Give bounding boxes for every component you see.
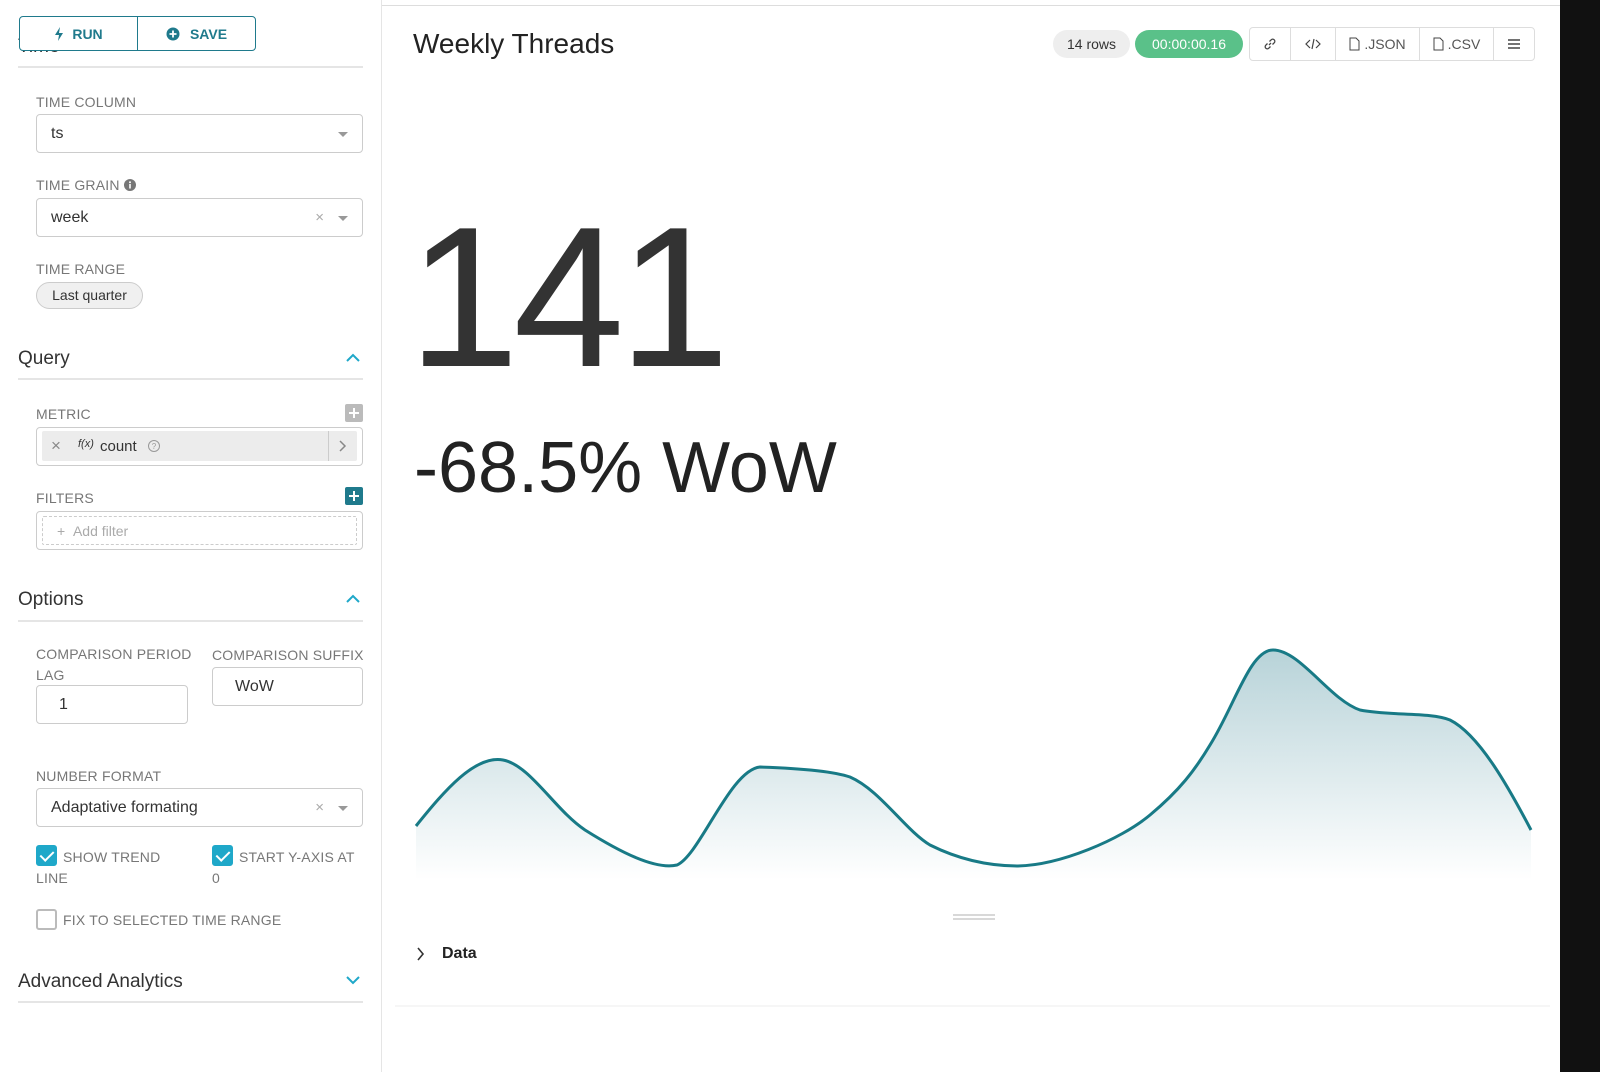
button-label: .JSON [1364,36,1406,52]
remove-icon[interactable]: × [51,436,61,455]
field-label: TIME RANGE [36,261,126,277]
section-title: Advanced Analytics [18,971,183,992]
divider [18,378,363,380]
window-edge [1560,0,1600,1072]
field-label: TIME GRAIN [36,177,136,193]
metric-pill[interactable]: × f(x) count ? [42,431,357,461]
select[interactable]: Adaptative formating × [36,788,363,827]
clear-icon[interactable]: × [315,799,324,816]
text-input[interactable]: 1 [36,685,188,724]
help-icon[interactable]: ? [147,439,161,453]
icon [55,26,64,41]
add-metric[interactable] [345,404,363,422]
control-panel: Time RUN SAVE TIME COLUMN ts TIME GRAIN … [0,0,382,1072]
collapse-icon[interactable] [345,350,361,366]
trend-area [416,650,1531,880]
big-number: 141 [408,186,730,409]
metric-name: count [100,438,137,455]
run-save-group: RUN SAVE [19,16,256,51]
menu-button[interactable] [1493,27,1535,61]
metric-box: × f(x) count ? [36,427,363,466]
field-label: FILTERS [36,490,94,506]
checkbox-label: START Y-AXIS AT 0 [212,849,355,886]
expand-icon[interactable] [345,972,361,988]
resize-handle[interactable] [953,914,995,920]
run-button[interactable]: RUN [20,17,138,50]
button-label: RUN [72,25,103,42]
icon [1264,38,1276,50]
select-value: week [51,209,89,226]
divider [18,1001,363,1003]
label-text: TIME GRAIN [36,177,120,193]
select-value: Adaptative formating [51,799,198,816]
clear-icon[interactable]: × [315,209,324,226]
checkbox-label: SHOW TREND LINE [36,849,161,886]
filter-box: + Add filter [36,511,363,550]
divider [18,620,363,622]
add-filter-placeholder[interactable]: + Add filter [42,516,357,545]
button-label: .CSV [1447,36,1481,52]
separator [328,431,329,461]
button-label: SAVE [189,25,228,42]
checkbox[interactable] [36,909,57,930]
field-label: METRIC [36,406,91,422]
icon [1508,39,1520,49]
field-label: TIME COLUMN [36,94,137,110]
collapse-icon[interactable] [345,591,361,607]
checkbox[interactable] [212,845,233,866]
info-icon[interactable] [123,179,136,191]
field-label: NUMBER FORMAT [36,768,162,784]
svg-text:?: ? [152,442,157,451]
section-title: Query [18,348,70,369]
icon [166,27,180,40]
checkbox[interactable] [36,845,57,866]
big-number-subheader: -68.5% WoW [414,428,837,508]
duration-badge: 00:00:00.16 [1135,30,1243,58]
fn-label: f(x) [78,438,94,450]
select-value: ts [51,125,64,142]
icon [1305,38,1321,50]
placeholder: Add filter [72,523,129,539]
data-panel-title[interactable]: Data [442,945,477,962]
chart-title: Weekly Threads [413,28,615,59]
divider [18,66,363,68]
section-title: Options [18,589,84,610]
time-range-pill[interactable]: Last quarter [36,282,143,309]
text-input[interactable]: WoW [212,667,363,706]
trend-line [414,648,1533,868]
select[interactable]: ts [36,114,363,153]
top-border [382,5,1560,6]
expand-icon[interactable] [417,947,425,961]
icon [1349,37,1360,51]
row-count-badge: 14 rows [1053,30,1130,58]
expand-icon[interactable] [338,440,348,452]
trendline-chart [395,648,1550,1007]
save-button[interactable]: SAVE [138,17,255,50]
field-label: COMPARISON PERIOD LAG [36,646,192,683]
icon [1433,37,1444,51]
add-filter[interactable] [345,487,363,505]
select[interactable]: week × [36,198,363,237]
field-label: COMPARISON SUFFIX [212,647,364,663]
checkbox-label: FIX TO SELECTED TIME RANGE [63,912,282,928]
